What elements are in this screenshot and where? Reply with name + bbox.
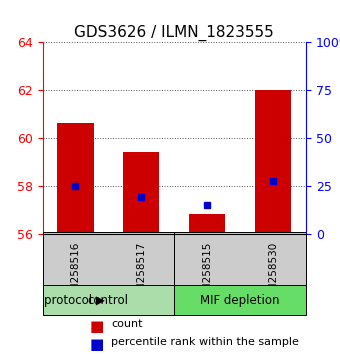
Text: control: control <box>88 294 129 307</box>
Text: percentile rank within the sample: percentile rank within the sample <box>111 337 299 347</box>
FancyBboxPatch shape <box>42 285 174 315</box>
Bar <box>57 123 94 234</box>
Text: count: count <box>111 319 142 329</box>
Text: ■: ■ <box>90 337 104 352</box>
FancyBboxPatch shape <box>174 285 306 315</box>
FancyBboxPatch shape <box>174 232 306 288</box>
Text: MIF depletion: MIF depletion <box>200 294 280 307</box>
FancyBboxPatch shape <box>42 232 174 288</box>
Text: protocol ▶: protocol ▶ <box>44 294 105 307</box>
Title: GDS3626 / ILMN_1823555: GDS3626 / ILMN_1823555 <box>74 25 274 41</box>
Text: GSM258515: GSM258515 <box>202 242 212 305</box>
Text: GSM258516: GSM258516 <box>70 242 81 305</box>
Text: GSM258530: GSM258530 <box>268 242 278 305</box>
Text: ■: ■ <box>90 319 104 333</box>
Bar <box>255 90 291 234</box>
Bar <box>189 215 225 234</box>
Bar <box>123 152 159 234</box>
Text: GSM258517: GSM258517 <box>136 242 146 305</box>
